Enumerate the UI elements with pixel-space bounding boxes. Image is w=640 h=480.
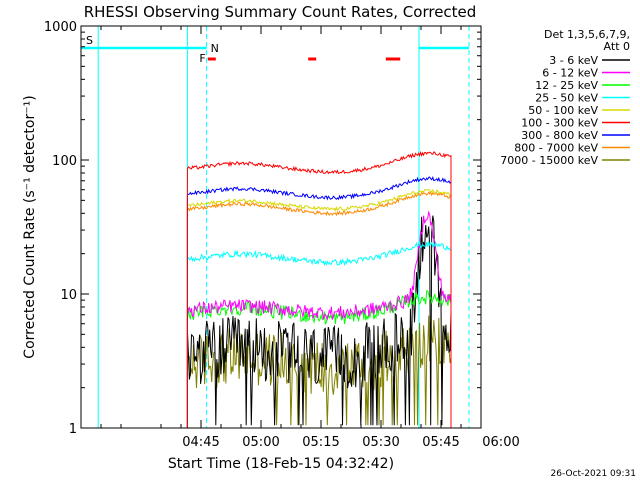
footer-timestamp: 26-Oct-2021 09:31 [551,469,636,479]
legend-entry-label: 50 - 100 keV [528,104,598,117]
y-tick-label: 10 [60,288,77,303]
x-axis-label: Start Time (18-Feb-15 04:32:42) [168,456,394,472]
chart-title: RHESSI Observing Summary Count Rates, Co… [84,3,477,21]
legend-header: Att 0 [604,40,630,53]
y-axis-label: Corrected Count Rate (s⁻¹ detector⁻¹) [22,95,38,358]
legend-entry-label: 25 - 50 keV [535,92,598,105]
y-tick-label: 1 [69,422,77,437]
x-tick-label: 05:00 [242,435,279,450]
legend-entry-label: 100 - 300 keV [521,117,598,130]
x-tick-label: 04:45 [182,435,219,450]
legend-entry-label: 7000 - 15000 keV [500,154,598,167]
series-line [186,315,452,428]
series-line [186,190,452,428]
plot-area: S NF [81,26,470,428]
legend-entry-label: 12 - 25 keV [535,79,598,92]
flare-label: F [199,52,205,65]
series-line [186,240,452,428]
y-tick-label: 100 [52,154,77,169]
series-line [186,150,452,428]
series-line [186,215,452,428]
series-line [186,210,452,428]
y-axis: 1 10 100 1000 [44,20,481,437]
legend-entry-label: 800 - 7000 keV [514,142,598,155]
x-tick-label: 05:15 [302,435,339,450]
legend-entry-label: 6 - 12 keV [542,67,598,80]
legend-entry-label: 3 - 6 keV [549,54,598,67]
series-line [186,189,452,428]
legend-header: Det 1,3,5,6,7,9, [544,28,630,41]
series-line [186,176,452,428]
legend-entry-label: 300 - 800 keV [521,129,598,142]
saa-label: S [86,34,93,47]
x-tick-label: 06:00 [482,435,519,450]
y-tick-label: 1000 [44,20,77,35]
night-label: N [211,42,219,55]
x-tick-label: 05:30 [362,435,399,450]
x-axis: 04:45 05:00 05:15 05:30 05:45 06:00 [100,26,520,450]
x-tick-label: 05:45 [422,435,459,450]
